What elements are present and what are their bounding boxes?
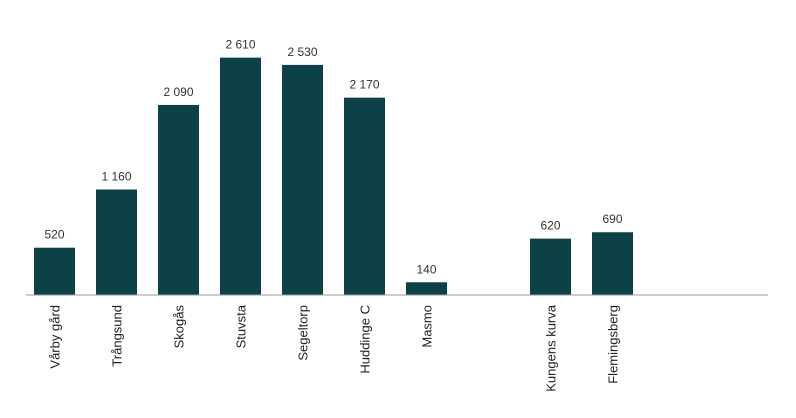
- value-label: 2 610: [225, 38, 255, 52]
- value-label: 690: [602, 212, 622, 226]
- category-label: Flemingsberg: [606, 305, 621, 384]
- bar-1: [34, 247, 75, 295]
- category-label: Segeltorp: [296, 305, 311, 361]
- value-label: 620: [540, 219, 560, 233]
- bar-5: [282, 64, 323, 295]
- bars-group: [34, 57, 633, 295]
- bar-2: [96, 189, 137, 295]
- bar-7: [406, 282, 447, 295]
- category-label: Stuvsta: [234, 304, 249, 348]
- value-label: 2 530: [287, 45, 317, 59]
- bar-4: [220, 57, 261, 295]
- category-label: Vårby gård: [48, 305, 63, 369]
- value-label: 520: [44, 228, 64, 242]
- category-labels-group: Vårby gård Trångsund Skogås Stuvsta Segeltor…: [48, 304, 621, 391]
- value-label: 2 170: [349, 78, 379, 92]
- bar-6: [344, 97, 385, 295]
- category-label: Kungens kurva: [544, 304, 559, 391]
- bar-3: [158, 104, 199, 295]
- value-label: 140: [416, 262, 436, 276]
- category-label: Huddinge C: [358, 305, 373, 374]
- value-label: 1 160: [101, 170, 131, 184]
- bar-10: [592, 232, 633, 295]
- category-label: Masmo: [420, 305, 435, 348]
- value-labels-group: 520 1 160 2 090 2 610 2 530 2 170 140 620 690: [44, 38, 622, 277]
- bar-9: [530, 238, 571, 295]
- value-label: 2 090: [163, 85, 193, 99]
- category-label: Trångsund: [110, 305, 125, 367]
- category-label: Skogås: [172, 305, 187, 349]
